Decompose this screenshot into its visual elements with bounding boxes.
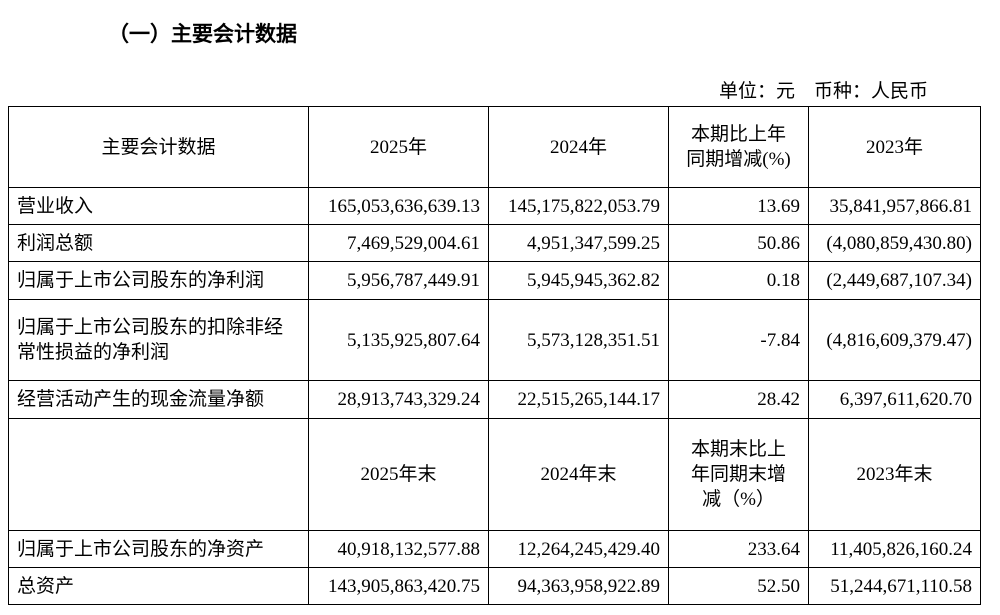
label-cell: 归属于上市公司股东的扣除非经常性损益的净利润: [8, 299, 309, 381]
header-cell: 2024年: [488, 106, 669, 188]
value-cell: -7.84: [668, 299, 809, 381]
data-row: 归属于上市公司股东的净利润 5,956,787,449.91 5,945,945,3…: [8, 261, 981, 300]
value-cell: (4,080,859,430.80): [808, 224, 981, 262]
header-cell: 主要会计数据: [8, 106, 309, 188]
data-row: 归属于上市公司股东的扣除非经常性损益的净利润 5,135,925,807.64 5,…: [8, 299, 981, 381]
data-row: 利润总额 7,469,529,004.61 4,951,347,599.25 50.8…: [8, 224, 981, 262]
label-cell: 归属于上市公司股东的净利润: [8, 261, 309, 300]
value-cell: 233.64: [668, 530, 809, 568]
value-cell: 5,135,925,807.64: [308, 299, 489, 381]
value-cell: 28.42: [668, 380, 809, 419]
value-cell: 51,244,671,110.58: [808, 567, 981, 605]
label-cell: 利润总额: [8, 224, 309, 262]
data-table: 主要会计数据 2025年 2024年 本期比上年 同期增减(%) 2023年 营业收入 16…: [8, 106, 981, 605]
value-cell: 94,363,958,922.89: [488, 567, 669, 605]
value-cell: 4,951,347,599.25: [488, 224, 669, 262]
value-cell: 35,841,957,866.81: [808, 187, 981, 225]
value-cell: 50.86: [668, 224, 809, 262]
value-cell: 6,397,611,620.70: [808, 380, 981, 419]
label-cell: 经营活动产生的现金流量净额: [8, 380, 309, 419]
label-cell: 营业收入: [8, 187, 309, 225]
value-cell: 5,945,945,362.82: [488, 261, 669, 300]
value-cell: 0.18: [668, 261, 809, 300]
header-row: 2025年末 2024年末 本期末比上 年同期末增 减（%） 2023年末: [8, 418, 981, 531]
value-cell: 165,053,636,639.13: [308, 187, 489, 225]
header-cell: 2024年末: [488, 418, 669, 531]
value-cell: 5,573,128,351.51: [488, 299, 669, 381]
header-cell: 2025年: [308, 106, 489, 188]
value-cell: 28,913,743,329.24: [308, 380, 489, 419]
header-cell: 2023年: [808, 106, 981, 188]
value-cell: 145,175,822,053.79: [488, 187, 669, 225]
value-cell: 52.50: [668, 567, 809, 605]
data-row: 归属于上市公司股东的净资产 40,918,132,577.88 12,264,245…: [8, 530, 981, 568]
value-cell: 13.69: [668, 187, 809, 225]
label-cell: 归属于上市公司股东的净资产: [8, 530, 309, 568]
value-cell: 40,918,132,577.88: [308, 530, 489, 568]
value-cell: (2,449,687,107.34): [808, 261, 981, 300]
value-cell: 12,264,245,429.40: [488, 530, 669, 568]
header-cell: 2025年末: [308, 418, 489, 531]
value-cell: 7,469,529,004.61: [308, 224, 489, 262]
value-cell: 22,515,265,144.17: [488, 380, 669, 419]
unit-note: 单位：元 币种：人民币: [718, 81, 928, 102]
section-title: （一）主要会计数据: [108, 22, 297, 46]
value-cell: 5,956,787,449.91: [308, 261, 489, 300]
header-cell: [8, 418, 309, 531]
header-cell: 本期比上年 同期增减(%): [668, 106, 809, 188]
header-row: 主要会计数据 2025年 2024年 本期比上年 同期增减(%) 2023年: [8, 106, 981, 188]
value-cell: 11,405,826,160.24: [808, 530, 981, 568]
header-cell: 本期末比上 年同期末增 减（%）: [668, 418, 809, 531]
data-row: 营业收入 165,053,636,639.13 145,175,822,053.79…: [8, 187, 981, 225]
header-cell: 2023年末: [808, 418, 981, 531]
label-cell: 总资产: [8, 567, 309, 605]
data-row: 总资产 143,905,863,420.75 94,363,958,922.89 52…: [8, 567, 981, 605]
value-cell: (4,816,609,379.47): [808, 299, 981, 381]
value-cell: 143,905,863,420.75: [308, 567, 489, 605]
data-row: 经营活动产生的现金流量净额 28,913,743,329.24 22,515,265…: [8, 380, 981, 419]
